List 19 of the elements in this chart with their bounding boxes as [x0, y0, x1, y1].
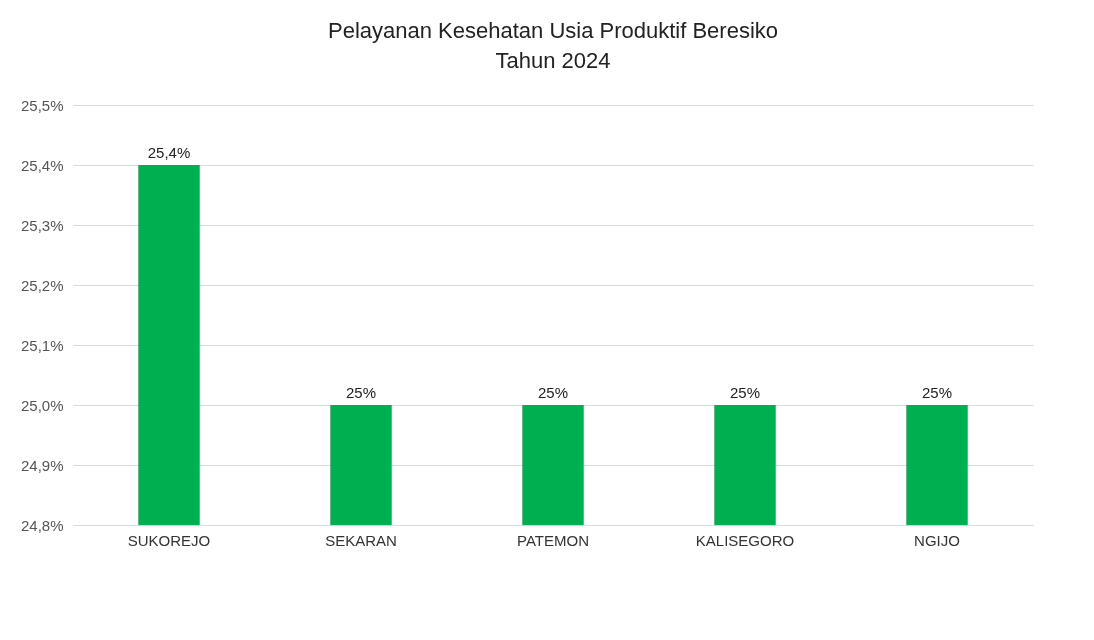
y-tick-label: 24,9% — [20, 456, 64, 474]
data-label: 25% — [345, 384, 377, 401]
y-tick-label: 25,2% — [20, 276, 64, 294]
y-tick-label: 24,8% — [20, 516, 64, 534]
y-tick-label: 25,1% — [20, 336, 64, 354]
x-tick-label: NGIJO — [914, 531, 960, 549]
data-label: 25,4% — [147, 144, 191, 161]
chart-title: Pelayanan Kesehatan Usia Produktif Beresiko Tahun 2024 — [327, 18, 779, 73]
y-tick-label: 25,3% — [20, 216, 64, 234]
data-label: 25% — [921, 384, 953, 401]
y-tick-label: 25,5% — [20, 96, 64, 114]
x-tick-label: SUKOREJO — [127, 531, 211, 549]
x-tick-label: PATEMON — [517, 531, 589, 549]
x-tick-label: SEKARAN — [325, 531, 397, 549]
y-tick-label: 25,4% — [20, 156, 64, 174]
data-label: 25% — [729, 384, 761, 401]
y-tick-label: 25,0% — [20, 396, 64, 414]
data-label: 25% — [537, 384, 569, 401]
x-tick-label: KALISEGORO — [695, 531, 795, 549]
